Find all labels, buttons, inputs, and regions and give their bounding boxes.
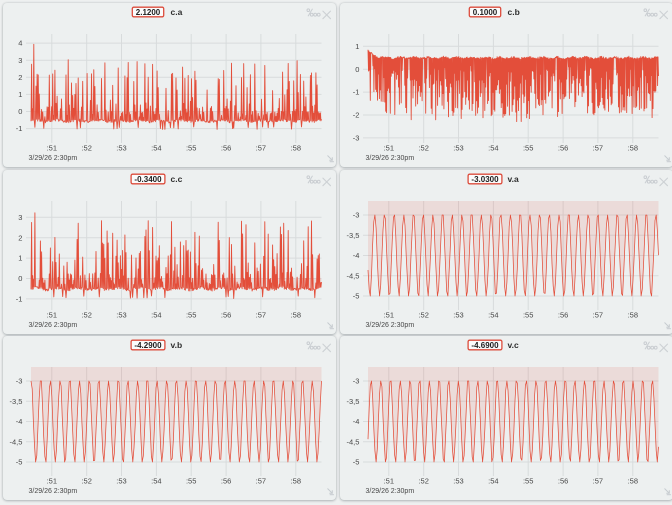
svg-text:v.b: v.b (171, 340, 183, 350)
svg-text:2: 2 (18, 73, 22, 82)
svg-text::51: :51 (47, 310, 57, 319)
svg-text:3/29/26 2:30pm: 3/29/26 2:30pm (365, 488, 414, 495)
svg-text::53: :53 (453, 144, 463, 153)
svg-text:-4,5: -4,5 (9, 437, 22, 446)
svg-text::56: :56 (557, 310, 567, 319)
svg-text:-3,5: -3,5 (346, 396, 359, 405)
svg-text::55: :55 (186, 144, 196, 153)
svg-text:0.1000: 0.1000 (472, 8, 497, 17)
svg-text:-3: -3 (352, 210, 359, 219)
svg-text::55: :55 (522, 310, 532, 319)
svg-text::54: :54 (151, 144, 161, 153)
svg-text:-4.2900: -4.2900 (134, 340, 162, 349)
svg-text:-3: -3 (352, 376, 359, 385)
svg-text:1: 1 (18, 90, 22, 99)
svg-text:3: 3 (18, 212, 22, 221)
svg-text::51: :51 (47, 144, 57, 153)
svg-text:-4,5: -4,5 (346, 437, 359, 446)
svg-text::58: :58 (291, 476, 301, 485)
svg-text::52: :52 (418, 476, 428, 485)
svg-text::54: :54 (151, 310, 161, 319)
svg-text::54: :54 (488, 476, 498, 485)
svg-text:c.b: c.b (507, 7, 519, 17)
svg-text::54: :54 (488, 144, 498, 153)
svg-text::58: :58 (291, 310, 301, 319)
svg-text::57: :57 (592, 310, 602, 319)
svg-text::56: :56 (221, 476, 231, 485)
svg-text::57: :57 (592, 476, 602, 485)
svg-text:-1: -1 (16, 124, 23, 133)
svg-text:v.a: v.a (507, 174, 518, 184)
svg-text:-4: -4 (352, 417, 359, 426)
svg-text::55: :55 (522, 144, 532, 153)
svg-text::57: :57 (256, 310, 266, 319)
svg-text::51: :51 (47, 476, 57, 485)
svg-text::58: :58 (627, 144, 637, 153)
svg-text:-4,5: -4,5 (346, 271, 359, 280)
svg-text::53: :53 (453, 310, 463, 319)
svg-text:3/29/26 2:30pm: 3/29/26 2:30pm (365, 322, 414, 329)
svg-text:-3,5: -3,5 (9, 396, 22, 405)
svg-text:3/29/26 2:30pm: 3/29/26 2:30pm (29, 322, 78, 329)
svg-text::52: :52 (418, 310, 428, 319)
svg-text:3/29/26 2:30pm: 3/29/26 2:30pm (29, 155, 78, 162)
svg-text:1: 1 (355, 42, 359, 51)
svg-text::55: :55 (186, 310, 196, 319)
svg-text::56: :56 (221, 310, 231, 319)
svg-text::53: :53 (453, 476, 463, 485)
svg-text:-3,5: -3,5 (346, 230, 359, 239)
svg-text::52: :52 (81, 476, 91, 485)
svg-text:-3: -3 (16, 376, 23, 385)
svg-text::56: :56 (557, 476, 567, 485)
svg-text::51: :51 (383, 310, 393, 319)
svg-text:c.a: c.a (171, 7, 183, 17)
svg-text::52: :52 (81, 144, 91, 153)
svg-text:2: 2 (18, 233, 22, 242)
svg-text::54: :54 (488, 310, 498, 319)
svg-text::58: :58 (291, 144, 301, 153)
svg-text:-3: -3 (352, 134, 359, 143)
svg-text::57: :57 (256, 144, 266, 153)
svg-text:3/29/26 2:30pm: 3/29/26 2:30pm (365, 155, 414, 162)
svg-text::57: :57 (592, 144, 602, 153)
svg-text::51: :51 (383, 144, 393, 153)
svg-text:3/29/26 2:30pm: 3/29/26 2:30pm (29, 488, 78, 495)
svg-text:-5: -5 (352, 457, 359, 466)
svg-text:1: 1 (18, 253, 22, 262)
svg-text:-4: -4 (16, 417, 23, 426)
svg-text:-4: -4 (352, 251, 359, 260)
svg-text:3: 3 (18, 56, 22, 65)
svg-text::58: :58 (627, 476, 637, 485)
svg-text:2.1200: 2.1200 (136, 8, 161, 17)
svg-text::57: :57 (256, 476, 266, 485)
svg-text:-0.3400: -0.3400 (134, 174, 162, 183)
svg-text:c.c: c.c (171, 174, 183, 184)
svg-text::55: :55 (522, 476, 532, 485)
svg-text::54: :54 (151, 476, 161, 485)
svg-text:4: 4 (18, 39, 22, 48)
svg-text::56: :56 (221, 144, 231, 153)
svg-text:0: 0 (18, 274, 22, 283)
svg-text:-3.0300: -3.0300 (471, 174, 499, 183)
svg-text::51: :51 (383, 476, 393, 485)
svg-text::56: :56 (557, 144, 567, 153)
svg-text:-2: -2 (352, 111, 359, 120)
svg-text:0: 0 (18, 107, 22, 116)
svg-text::55: :55 (186, 476, 196, 485)
svg-text::53: :53 (116, 476, 126, 485)
svg-text:v.c: v.c (507, 340, 518, 350)
svg-text:-1: -1 (16, 294, 23, 303)
svg-text::53: :53 (116, 310, 126, 319)
svg-text:-5: -5 (352, 291, 359, 300)
svg-text:0: 0 (355, 65, 359, 74)
svg-text:-1: -1 (352, 88, 359, 97)
svg-text::52: :52 (418, 144, 428, 153)
svg-text::52: :52 (81, 310, 91, 319)
svg-text:-5: -5 (16, 457, 23, 466)
svg-text:-4.6900: -4.6900 (471, 340, 499, 349)
svg-text::53: :53 (116, 144, 126, 153)
svg-text::58: :58 (627, 310, 637, 319)
